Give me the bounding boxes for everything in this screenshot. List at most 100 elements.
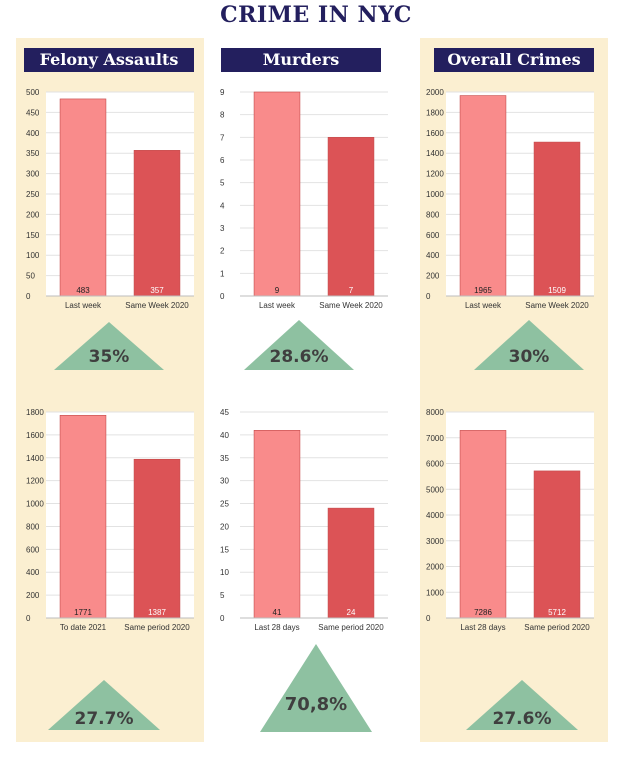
y-tick-label: 600 (26, 545, 40, 554)
y-tick-label: 2 (220, 247, 225, 256)
chart-murders-week-svg: 0 1 2 3 4 5 6 7 8 9 9 Last week 7 Same Week 2020 (220, 88, 388, 310)
y-tick-label: 200 (26, 210, 40, 219)
y-tick-label: 4 (220, 201, 225, 210)
bar (133, 150, 181, 297)
y-tick-label: 100 (26, 251, 40, 260)
change-triangle-felony-week: 35% (54, 322, 164, 372)
y-tick-label: 5 (220, 591, 225, 600)
y-tick-label: 10 (220, 568, 229, 577)
y-tick-label: 6 (220, 156, 225, 165)
x-tick-label: Same Week 2020 (125, 301, 189, 310)
y-tick-label: 2000 (426, 88, 444, 97)
y-tick-label: 450 (26, 108, 40, 117)
change-murders-period: 70,8% (285, 694, 347, 715)
chart-murders-week: 0 1 2 3 4 5 6 7 8 9 9 Last week 7 Same Week 2020 (216, 84, 392, 314)
bar-value-label: 483 (76, 286, 90, 295)
bar (533, 470, 581, 619)
y-tick-label: 8 (220, 111, 225, 120)
y-tick-label: 45 (220, 408, 229, 417)
y-tick-label: 15 (220, 545, 229, 554)
triangle-shape (466, 680, 578, 730)
y-tick-label: 35 (220, 454, 229, 463)
chart-overall-period: 0 1000 2000 3000 4000 5000 6000 7000 8000 7286 Las… (422, 404, 598, 636)
triangle-shape (54, 322, 164, 370)
chart-felony-week-svg: 0 50 100 150 200 250 300 350 400 450 500 483 Last we… (26, 88, 194, 310)
x-tick-label: To date 2021 (60, 623, 107, 632)
y-tick-label: 0 (220, 292, 225, 301)
bar (59, 415, 107, 619)
y-tick-label: 6000 (426, 460, 444, 469)
x-tick-label: Same Week 2020 (525, 301, 589, 310)
bar-value-label: 357 (150, 286, 164, 295)
y-tick-label: 1000 (426, 190, 444, 199)
y-tick-label: 1800 (26, 408, 44, 417)
change-triangle-overall-period: 27.6% (466, 680, 578, 732)
bar (327, 137, 375, 297)
y-tick-label: 1 (220, 269, 225, 278)
y-tick-label: 3 (220, 224, 225, 233)
y-tick-label: 7 (220, 133, 225, 142)
y-tick-label: 500 (26, 88, 40, 97)
bar-value-label: 7286 (474, 608, 492, 617)
y-tick-label: 9 (220, 88, 225, 97)
y-tick-label: 1600 (426, 129, 444, 138)
change-triangle-murders-week: 28.6% (244, 320, 354, 372)
y-tick-label: 40 (220, 431, 229, 440)
chart-overall-period-svg: 0 1000 2000 3000 4000 5000 6000 7000 8000 7286 Las… (426, 408, 594, 632)
y-tick-label: 400 (26, 129, 40, 138)
y-tick-label: 4000 (426, 511, 444, 520)
bar-value-label: 1509 (548, 286, 566, 295)
bar-value-label: 5712 (548, 608, 566, 617)
y-tick-label: 8000 (426, 408, 444, 417)
x-tick-label: Same period 2020 (318, 623, 384, 632)
y-tick-label: 30 (220, 477, 229, 486)
y-tick-label: 5000 (426, 485, 444, 494)
x-tick-label: Same period 2020 (124, 623, 190, 632)
bar (533, 141, 581, 297)
chart-murders-period-svg: 0 5 10 15 20 25 30 35 40 45 41 Last 28 days 24 Same p… (220, 408, 388, 632)
y-tick-label: 3000 (426, 537, 444, 546)
bar (327, 507, 375, 619)
bar-value-label: 24 (347, 608, 356, 617)
y-tick-label: 1000 (26, 500, 44, 509)
header-murders: Murders (221, 48, 381, 72)
header-felony-assaults: Felony Assaults (24, 48, 194, 72)
y-tick-label: 0 (26, 614, 31, 623)
chart-felony-period: 0 200 400 600 800 1000 1200 1400 1600 1800 1771 To … (22, 404, 198, 636)
x-tick-label: Last week (65, 301, 102, 310)
y-tick-label: 0 (426, 292, 431, 301)
change-felony-week: 35% (89, 347, 130, 367)
bar (133, 458, 181, 619)
header-overall-crimes: Overall Crimes (434, 48, 594, 72)
y-tick-label: 1400 (26, 454, 44, 463)
bar-value-label: 9 (275, 286, 280, 295)
page-title: CRIME IN NYC (220, 2, 412, 28)
triangle-shape (48, 680, 160, 730)
y-tick-label: 150 (26, 231, 40, 240)
change-overall-week: 30% (509, 347, 550, 367)
x-tick-label: Last week (465, 301, 502, 310)
change-triangle-felony-period: 27.7% (48, 680, 160, 732)
chart-felony-period-svg: 0 200 400 600 800 1000 1200 1400 1600 1800 1771 To … (26, 408, 194, 632)
y-tick-label: 800 (26, 522, 40, 531)
bar (459, 95, 507, 297)
bar-value-label: 1965 (474, 286, 492, 295)
y-tick-label: 1200 (26, 477, 44, 486)
change-triangle-murders-period: 70,8% (260, 644, 372, 734)
triangle-shape (244, 320, 354, 370)
y-tick-label: 300 (26, 170, 40, 179)
bar (253, 430, 301, 619)
y-tick-label: 400 (426, 251, 440, 260)
triangle-shape (260, 644, 372, 732)
y-tick-label: 5 (220, 179, 225, 188)
y-tick-label: 1000 (426, 588, 444, 597)
change-overall-period: 27.6% (493, 709, 552, 729)
y-tick-label: 2000 (426, 563, 444, 572)
y-tick-label: 1600 (26, 431, 44, 440)
y-tick-label: 350 (26, 149, 40, 158)
x-tick-label: Same period 2020 (524, 623, 590, 632)
chart-overall-week-svg: 0 200 400 600 800 1000 1200 1400 1600 1800 2000 196… (426, 88, 594, 310)
chart-murders-period: 0 5 10 15 20 25 30 35 40 45 41 Last 28 days 24 Same p… (216, 404, 392, 636)
x-tick-label: Last 28 days (460, 623, 505, 632)
y-tick-label: 0 (426, 614, 431, 623)
